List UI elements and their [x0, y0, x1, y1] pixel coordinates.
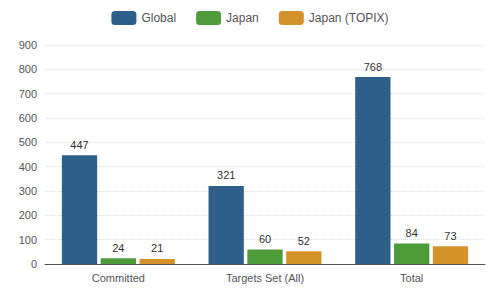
svg-text:Targets Set (All): Targets Set (All) — [226, 272, 304, 284]
svg-text:447: 447 — [70, 139, 88, 151]
svg-text:52: 52 — [298, 235, 310, 247]
svg-text:84: 84 — [406, 227, 418, 239]
svg-text:321: 321 — [217, 169, 235, 181]
svg-text:600: 600 — [19, 112, 37, 124]
svg-text:700: 700 — [19, 88, 37, 100]
svg-text:Committed: Committed — [92, 272, 145, 284]
svg-text:24: 24 — [112, 242, 124, 254]
svg-text:0: 0 — [31, 258, 37, 270]
svg-text:100: 100 — [19, 234, 37, 246]
svg-text:800: 800 — [19, 63, 37, 75]
svg-text:73: 73 — [444, 230, 456, 242]
svg-text:300: 300 — [19, 185, 37, 197]
svg-text:21: 21 — [151, 242, 163, 254]
svg-text:500: 500 — [19, 136, 37, 148]
svg-text:768: 768 — [364, 61, 382, 73]
svg-text:Global: Global — [141, 11, 176, 25]
svg-text:200: 200 — [19, 209, 37, 221]
svg-text:Total: Total — [400, 272, 423, 284]
svg-text:Japan (TOPIX): Japan (TOPIX) — [309, 11, 389, 25]
svg-text:60: 60 — [259, 233, 271, 245]
svg-text:400: 400 — [19, 161, 37, 173]
svg-text:Japan: Japan — [226, 11, 259, 25]
svg-text:900: 900 — [19, 39, 37, 51]
